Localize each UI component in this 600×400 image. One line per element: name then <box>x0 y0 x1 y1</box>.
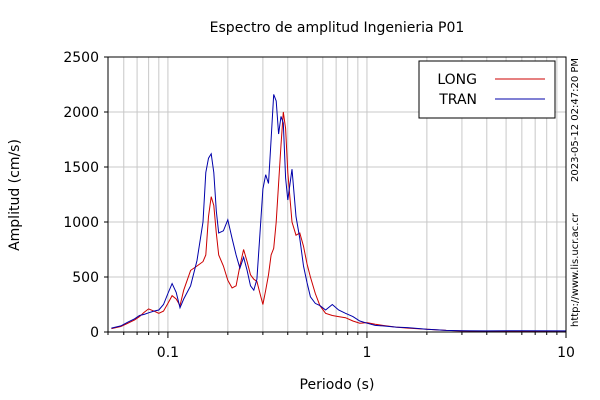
x-tick-label: 1 <box>362 345 371 361</box>
legend: LONG TRAN <box>418 60 556 119</box>
series-line-long <box>111 111 567 333</box>
y-tick-label: 1000 <box>63 215 99 231</box>
series-layer <box>111 94 567 333</box>
y-tick-label: 2000 <box>63 105 99 121</box>
x-axis: 0.1 1 10 <box>107 332 575 361</box>
timestamp-label: 2023-05-12 02:47:20 PM <box>570 58 581 182</box>
y-tick-label: 500 <box>72 270 99 286</box>
y-tick-label: 1500 <box>63 160 99 176</box>
url-label: http://www.lis.ucr.ac.cr <box>570 212 581 327</box>
y-axis-label: Amplitud (cm/s) <box>7 139 23 251</box>
chart-title: Espectro de amplitud Ingenieria P01 <box>210 20 465 36</box>
series-line-tran <box>111 94 567 332</box>
x-tick-label: 10 <box>557 345 575 361</box>
legend-box <box>418 60 556 119</box>
plot-frame <box>107 56 567 333</box>
x-axis-label: Periodo (s) <box>300 377 375 393</box>
y-axis: 0 500 1000 1500 2000 2500 <box>63 50 108 341</box>
legend-label-tran: TRAN <box>438 92 477 108</box>
x-tick-label: 0.1 <box>157 345 179 361</box>
y-tick-label: 0 <box>90 325 99 341</box>
y-tick-label: 2500 <box>63 50 99 66</box>
legend-label-long: LONG <box>437 72 477 88</box>
